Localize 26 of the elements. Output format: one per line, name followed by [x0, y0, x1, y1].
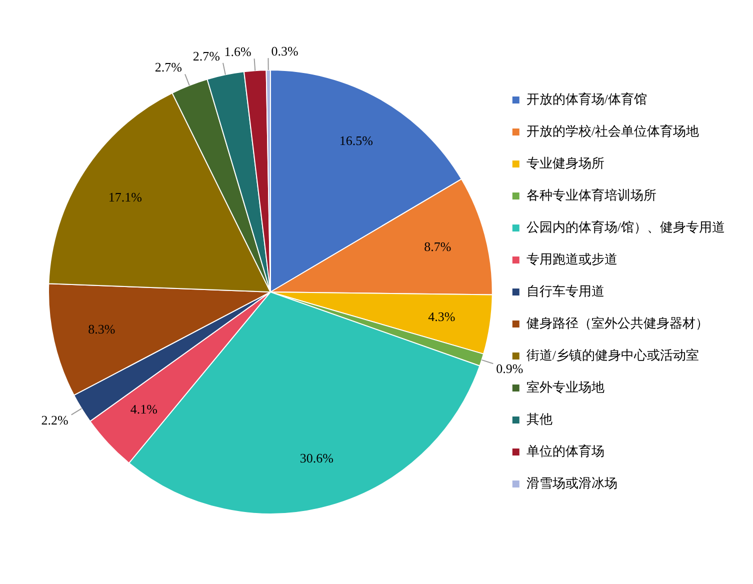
data-label: 0.9%: [496, 361, 524, 376]
legend-label: 室外专业场地: [526, 379, 604, 394]
data-label: 0.3%: [271, 43, 298, 58]
legend-label: 开放的学校/社会单位体育场地: [526, 123, 700, 138]
data-label: 8.3%: [88, 322, 116, 337]
legend-label: 滑雪场或滑冰场: [526, 475, 618, 490]
legend-label: 自行车专用道: [526, 283, 604, 298]
data-label: 1.6%: [224, 44, 252, 60]
data-label: 2.7%: [154, 60, 182, 75]
data-label: 17.1%: [108, 189, 142, 204]
legend-label: 各种专业体育培训场所: [526, 187, 656, 202]
legend-label: 街道/乡镇的健身中心或活动室: [526, 347, 700, 362]
legend-label: 开放的体育场/体育馆: [526, 91, 648, 106]
data-label: 16.5%: [339, 133, 374, 148]
data-label: 2.7%: [192, 48, 220, 64]
legend-label: 专用跑道或步道: [526, 251, 618, 266]
data-label: 4.3%: [428, 308, 456, 324]
legend-label: 健身路径（室外公共健身器材）: [526, 315, 708, 330]
legend-label: 专业健身场所: [526, 155, 604, 170]
legend-label: 其他: [526, 411, 552, 426]
data-label: 30.6%: [300, 450, 334, 466]
data-label: 4.1%: [130, 402, 158, 417]
data-label: 8.7%: [424, 238, 452, 254]
data-label: 2.2%: [41, 412, 69, 428]
legend-label: 单位的体育场: [526, 443, 604, 458]
legend-label: 公园内的体育场/馆）、健身专用道: [526, 219, 726, 234]
